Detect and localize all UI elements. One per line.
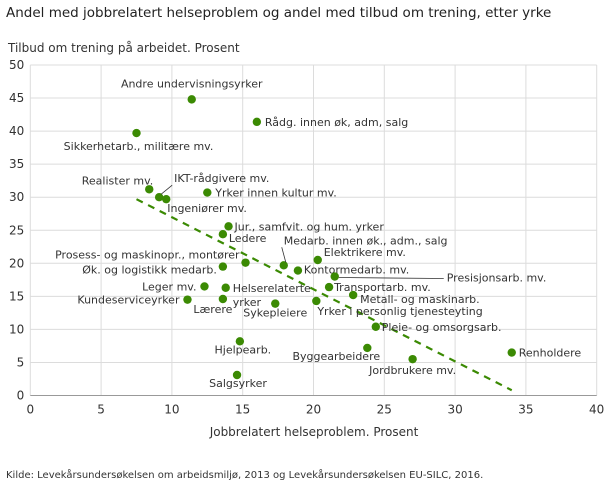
- x-tick-label: 40: [589, 403, 604, 417]
- data-point: [235, 337, 245, 346]
- trendline-group: [136, 198, 513, 392]
- point-label: Realister mv.: [82, 174, 153, 187]
- data-point: [241, 258, 250, 267]
- point-label: Kontormedarb. mv.: [304, 264, 409, 277]
- point-label: Medarb. innen øk., adm., salg: [284, 234, 448, 247]
- point-label: Jordbrukere mv.: [368, 364, 456, 377]
- data-point: [324, 282, 334, 292]
- data-point: [313, 255, 322, 265]
- point-label: Ledere: [229, 232, 267, 245]
- data-point: [221, 283, 230, 292]
- data-point: [132, 128, 141, 138]
- data-point: [252, 117, 262, 127]
- x-tick-label: 30: [447, 403, 462, 417]
- point-label: IKT-rådgivere mv.: [174, 172, 269, 185]
- source-note: Kilde: Levekårsundersøkelsen om arbeidsm…: [6, 468, 483, 481]
- data-point: [183, 295, 192, 304]
- x-tick-label: 15: [235, 403, 250, 417]
- y-tick-label: 45: [9, 91, 24, 105]
- points-group: Andre undervisningsyrker Rådg. innen øk, …: [55, 77, 581, 390]
- data-point: [408, 354, 417, 364]
- y-tick-label: 5: [17, 355, 25, 369]
- x-tick-label: 0: [26, 403, 34, 417]
- data-point: [507, 348, 516, 357]
- data-point: [271, 299, 280, 308]
- point-label: Ingeniører mv.: [167, 202, 247, 215]
- y-tick-label: 25: [9, 223, 24, 237]
- point-label: Sikkerhetarb., militære mv.: [64, 140, 214, 153]
- point-label: Yrker i personlig tjenesteyting: [316, 305, 482, 318]
- point-label: Yrker innen kultur mv.: [214, 187, 336, 200]
- y-tick-label: 35: [9, 157, 24, 171]
- leader-line: [338, 277, 444, 279]
- data-point: [371, 322, 381, 331]
- y-tick-label: 20: [9, 256, 24, 270]
- data-point: [330, 272, 339, 281]
- point-label: Renholdere: [519, 347, 582, 360]
- data-point: [162, 194, 171, 204]
- point-label: Jur., samfvit. og hum. yrker: [234, 220, 385, 233]
- leader-line: [160, 184, 173, 195]
- point-label: Rådg. innen øk, adm, salg: [265, 116, 408, 129]
- y-tick-label: 10: [9, 322, 24, 336]
- y-tick-label: 50: [9, 58, 24, 72]
- point-label: Helserelaterte yrker: [233, 282, 311, 309]
- x-tick-label: 25: [377, 403, 392, 417]
- data-point: [218, 294, 228, 304]
- data-point: [312, 296, 321, 306]
- trendline: [136, 198, 513, 392]
- data-point: [200, 282, 209, 291]
- data-point: [187, 95, 196, 104]
- data-point: [203, 188, 212, 197]
- point-label: Transportarb. mv.: [333, 281, 431, 294]
- point-label: Salgsyrker: [209, 377, 267, 390]
- data-point: [279, 261, 288, 270]
- point-label: Andre undervisningsyrker: [121, 77, 263, 90]
- point-label: Metall- og maskinarb.: [360, 293, 479, 306]
- point-label: Prosess- og maskinopr., montører: [55, 249, 240, 262]
- x-tick-label: 35: [518, 403, 533, 417]
- grid: 0 5 10 15 20 25 30 35 40 0 5 10 15 20 25 30 35 40 45 50: [9, 58, 604, 417]
- y-tick-label: 15: [9, 289, 24, 303]
- data-point: [218, 262, 228, 271]
- point-label: Lærere: [193, 303, 232, 316]
- point-label: Elektrikere mv.: [324, 246, 406, 259]
- chart-title: Andel med jobbrelatert helseproblem og a…: [6, 5, 551, 21]
- x-tick-label: 20: [306, 403, 321, 417]
- data-point: [348, 290, 358, 300]
- x-axis-label: Jobbrelatert helseproblem. Prosent: [209, 425, 419, 439]
- point-label: Leger mv.: [142, 280, 196, 293]
- y-tick-label: 30: [9, 190, 24, 204]
- point-label: Presisjonsarb. mv.: [447, 272, 547, 285]
- point-label: Sykepleiere: [243, 307, 307, 320]
- x-tick-label: 10: [164, 403, 179, 417]
- point-label: Kundeserviceyrker: [77, 294, 180, 307]
- data-point: [293, 266, 303, 275]
- data-point: [232, 370, 242, 380]
- y-tick-label: 0: [17, 389, 25, 403]
- data-point: [224, 222, 233, 231]
- point-label: Øk. og logistikk medarb.: [82, 264, 217, 277]
- data-point: [218, 230, 228, 239]
- data-point: [154, 193, 164, 202]
- y-axis-label: Tilbud om trening på arbeidet. Prosent: [7, 41, 240, 55]
- y-tick-label: 40: [9, 124, 24, 138]
- leader-line: [281, 247, 287, 263]
- x-tick-label: 5: [97, 403, 105, 417]
- point-label: Hjelpearb.: [215, 343, 272, 356]
- point-label: Byggearbeidere: [292, 350, 380, 363]
- data-point: [363, 343, 372, 353]
- point-label: Pleie- og omsorgsarb.: [382, 321, 502, 334]
- data-point: [145, 185, 154, 194]
